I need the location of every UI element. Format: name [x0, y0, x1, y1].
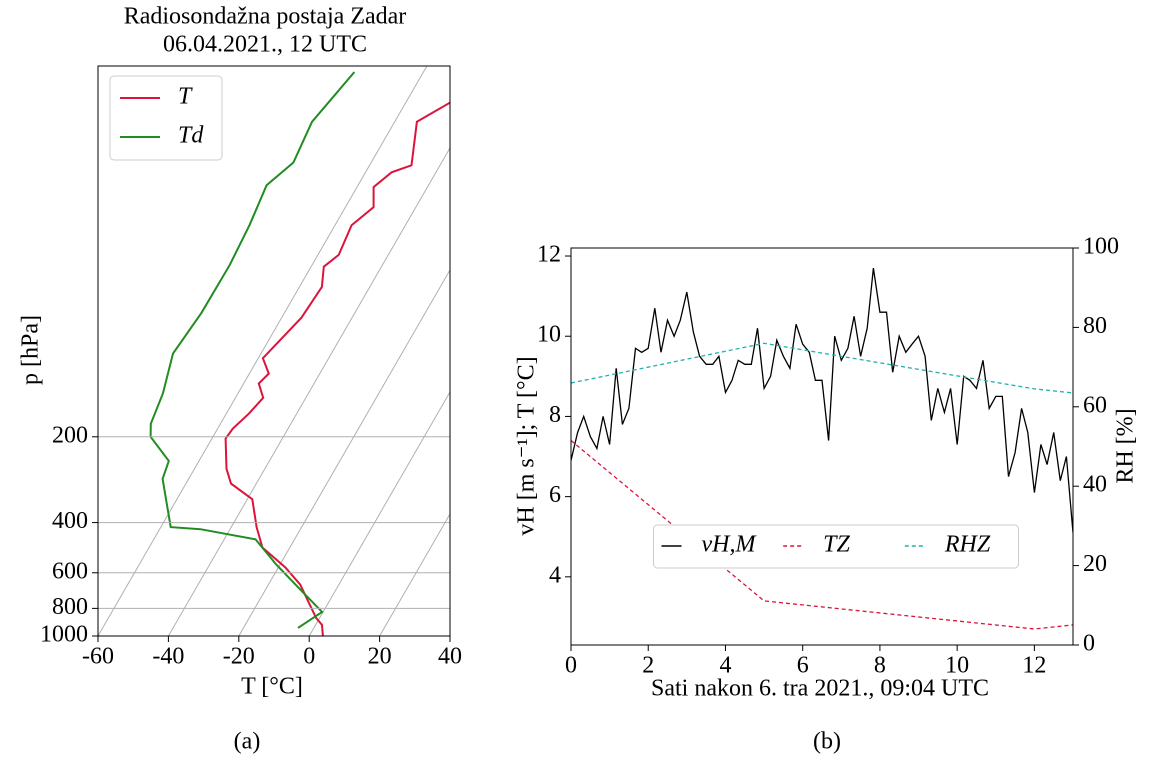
isotherm — [238, 268, 450, 636]
x-axis-label: T [°C] — [241, 674, 303, 700]
y2-tick-label: 80 — [1083, 313, 1107, 339]
legend-box — [109, 75, 223, 161]
y-tick-label: 800 — [52, 594, 88, 620]
plot-area — [98, 66, 450, 636]
legend-label: T — [178, 84, 193, 110]
y-tick-label: 10 — [537, 322, 561, 348]
panel-label: (a) — [234, 729, 261, 755]
y-tick-label: 1000 — [40, 622, 88, 648]
y-tick-label: 12 — [537, 242, 561, 268]
y-axis-label: p [hPa] — [18, 315, 44, 385]
y-tick-label: 200 — [52, 422, 88, 448]
y2-tick-label: 40 — [1083, 472, 1107, 498]
profile-line — [149, 71, 356, 629]
x-tick-label: 20 — [368, 644, 392, 670]
x-tick-label: 6 — [797, 653, 809, 679]
isotherm — [379, 512, 450, 636]
profile-line — [224, 101, 450, 636]
x-tick-label: 40 — [438, 644, 462, 670]
isotherm — [98, 66, 428, 636]
plot-frame — [97, 65, 451, 637]
series-line — [571, 268, 1073, 533]
y-tick-label: 6 — [549, 482, 561, 508]
legend-box — [653, 524, 1019, 569]
x-tick-label: -60 — [82, 644, 114, 670]
y2-axis-label: RH [%] — [1113, 408, 1139, 483]
legend-label: RHZ — [944, 532, 991, 558]
plot-area — [571, 268, 1073, 630]
x-tick-label: 2 — [642, 653, 654, 679]
y2-tick-label: 20 — [1083, 551, 1107, 577]
y2-tick-label: 0 — [1083, 631, 1095, 657]
series-line — [571, 439, 1073, 630]
legend-label: TZ — [823, 532, 850, 558]
x-tick-label: -20 — [223, 644, 255, 670]
x-tick-label: -40 — [152, 644, 184, 670]
y-axis-label: vH [m s⁻¹]; T [°C] — [514, 356, 540, 535]
isotherm — [167, 146, 450, 636]
x-tick-label: 0 — [303, 644, 315, 670]
plot-frame — [570, 247, 1074, 646]
x-tick-label: 12 — [1022, 653, 1046, 679]
x-axis-label: Sati nakon 6. tra 2021., 09:04 UTC — [651, 676, 989, 702]
x-tick-label: 8 — [874, 653, 886, 679]
isotherm — [308, 390, 450, 636]
y2-tick-label: 100 — [1083, 234, 1119, 260]
y-tick-label: 600 — [52, 558, 88, 584]
legend-label: Td — [178, 123, 204, 149]
y-tick-label: 8 — [549, 402, 561, 428]
x-tick-label: 0 — [565, 653, 577, 679]
legend-label: vH,M — [702, 532, 758, 558]
x-tick-label: 4 — [719, 653, 731, 679]
panel-label: (b) — [813, 729, 841, 755]
y2-tick-label: 60 — [1083, 392, 1107, 418]
chart-title: Radiosondažna postaja Zadar — [124, 4, 407, 30]
series-line — [571, 342, 1073, 394]
x-tick-label: 10 — [945, 653, 969, 679]
y-tick-label: 4 — [549, 562, 561, 588]
y-tick-label: 400 — [52, 508, 88, 534]
chart-subtitle: 06.04.2021., 12 UTC — [163, 32, 367, 58]
